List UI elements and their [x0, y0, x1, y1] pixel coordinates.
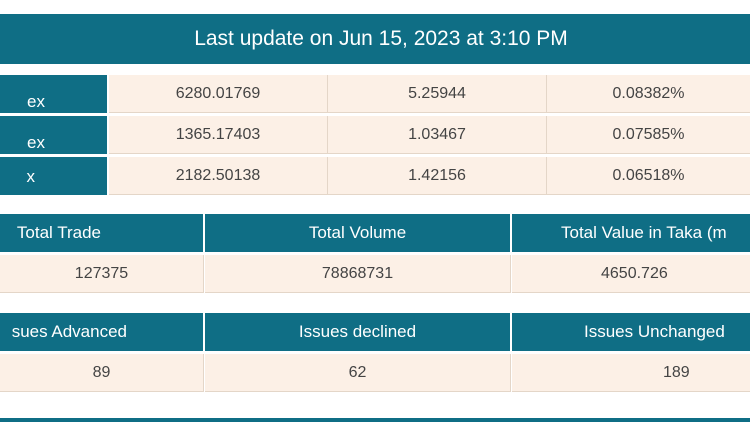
issues-declined-value: 62 — [205, 354, 511, 392]
last-update-banner: Last update on Jun 15, 2023 at 3:10 PM — [0, 14, 750, 64]
index-name: ex — [27, 92, 45, 111]
total-trade-value: 127375 — [0, 255, 204, 293]
total-trade-header: Total Trade — [0, 214, 204, 252]
issues-advanced-header: sues Advanced — [0, 313, 204, 351]
index-change: 1.42156 — [328, 157, 547, 195]
index-name-cell: ex — [0, 75, 107, 113]
total-volume-header: Total Volume — [205, 214, 511, 252]
issues-unchanged-value: 189 — [512, 354, 750, 392]
index-name: ex — [27, 133, 45, 152]
index-name-cell: x — [0, 157, 107, 195]
issues-declined-header: Issues declined — [205, 313, 511, 351]
bottom-bar — [0, 418, 750, 422]
last-update-text: Last update on Jun 15, 2023 at 3:10 PM — [194, 27, 568, 50]
total-value-header: Total Value in Taka (m — [512, 214, 750, 252]
index-change: 1.03467 — [328, 116, 547, 154]
index-change-percent: 0.08382% — [547, 75, 750, 113]
total-volume-value: 78868731 — [205, 255, 511, 293]
issues-unchanged-header: Issues Unchanged — [512, 313, 750, 351]
issues-advanced-value: 89 — [0, 354, 204, 392]
index-value: 2182.50138 — [109, 157, 328, 195]
index-value: 1365.17403 — [109, 116, 328, 154]
index-row: ex 1365.17403 1.03467 0.07585% — [0, 116, 750, 154]
index-value: 6280.01769 — [109, 75, 328, 113]
index-name-cell: ex — [0, 116, 107, 154]
index-row: ex 6280.01769 5.25944 0.08382% — [0, 75, 750, 113]
index-change-percent: 0.06518% — [547, 157, 750, 195]
total-value-taka: 4650.726 — [512, 255, 750, 293]
index-change-percent: 0.07585% — [547, 116, 750, 154]
index-change: 5.25944 — [328, 75, 547, 113]
index-name: x — [26, 167, 36, 186]
index-row: x 2182.50138 1.42156 0.06518% — [0, 157, 750, 195]
